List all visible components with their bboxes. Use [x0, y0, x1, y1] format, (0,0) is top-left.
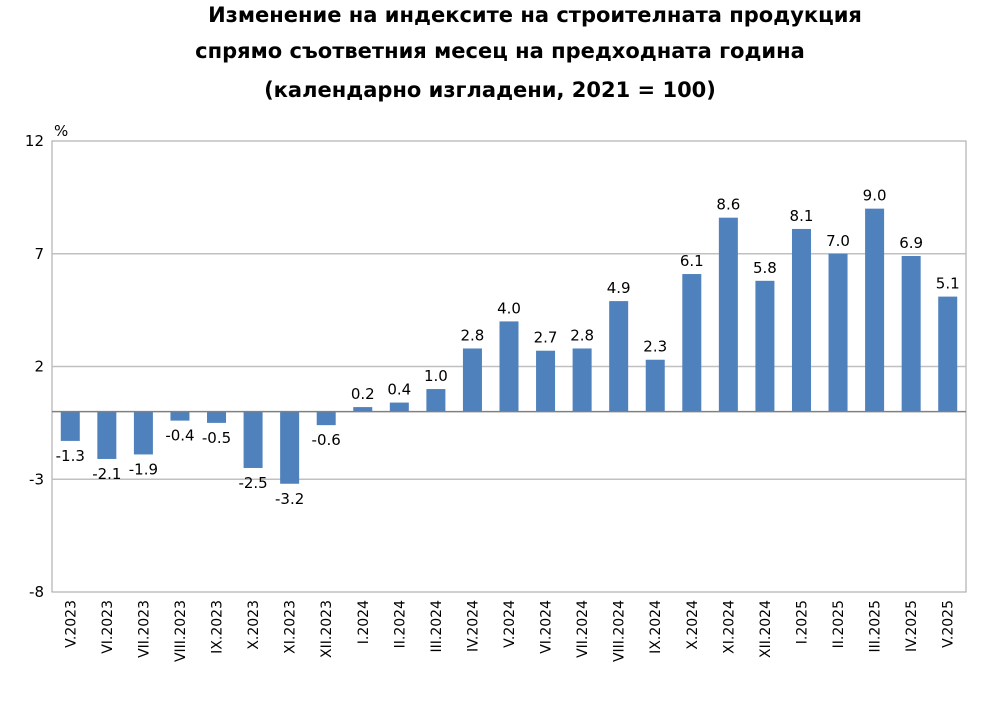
- data-label: 7.0: [826, 232, 850, 250]
- data-label: 5.1: [936, 275, 960, 293]
- category-label: IV.2024: [465, 600, 481, 652]
- data-label: -0.4: [165, 427, 194, 445]
- y-tick-label: 2: [34, 358, 44, 376]
- data-label: 4.0: [497, 299, 521, 317]
- category-label: VII.2023: [136, 600, 152, 658]
- data-label: 2.7: [534, 329, 558, 347]
- data-label: 9.0: [863, 187, 887, 205]
- data-label: 6.9: [899, 234, 923, 252]
- data-label: 4.9: [607, 279, 631, 297]
- bar: [718, 217, 738, 412]
- bar: [938, 296, 958, 412]
- y-axis-ticks: 12 7 2 -3 -8: [25, 132, 44, 601]
- bar: [536, 350, 556, 412]
- bar: [243, 411, 263, 468]
- data-label: 2.8: [570, 326, 594, 344]
- category-label: III.2024: [429, 600, 445, 653]
- category-label: VIII.2024: [612, 600, 628, 662]
- category-label: IX.2024: [648, 600, 664, 654]
- data-label: -1.9: [129, 460, 158, 478]
- bar: [60, 411, 80, 441]
- bar: [499, 321, 519, 412]
- data-label: 2.8: [461, 326, 485, 344]
- bar: [426, 389, 446, 412]
- data-label: -1.3: [56, 447, 85, 465]
- data-label: 8.6: [716, 196, 740, 214]
- bar: [645, 359, 665, 412]
- bar: [462, 348, 482, 412]
- bar: [133, 411, 153, 455]
- bar: [865, 208, 885, 412]
- category-label: III.2025: [868, 600, 884, 652]
- category-label: I.2025: [794, 600, 810, 644]
- bar: [389, 402, 409, 412]
- data-label: 5.8: [753, 259, 777, 277]
- chart-title-line-1: Изменение на индексите на строителната п…: [208, 3, 862, 27]
- bar: [755, 280, 775, 412]
- bar: [901, 256, 921, 412]
- bars: [60, 208, 958, 484]
- data-label: 2.3: [643, 338, 667, 356]
- category-label: II.2025: [831, 600, 847, 648]
- y-axis-unit-label: %: [54, 122, 68, 140]
- data-label: -3.2: [275, 490, 304, 508]
- data-label: -2.1: [92, 465, 121, 483]
- category-label: VIII.2023: [173, 600, 189, 662]
- data-labels: -1.3 -2.1 -1.9 -0.4 -0.5 -2.5 -3.2 -0.6 0.2 0.4 1.…: [56, 187, 960, 508]
- category-label: V.2023: [63, 600, 79, 648]
- data-label: 1.0: [424, 367, 448, 385]
- bar: [353, 407, 373, 412]
- category-label: X.2023: [246, 600, 262, 650]
- y-tick-label: -3: [29, 470, 44, 488]
- chart-title-line-3: (календарно изгладени, 2021 = 100): [264, 78, 716, 102]
- bar: [97, 411, 117, 459]
- bar: [572, 348, 592, 412]
- category-label: X.2024: [685, 600, 701, 650]
- bar: [280, 411, 300, 484]
- bar: [207, 411, 227, 423]
- category-label: XI.2023: [283, 600, 299, 654]
- data-label: 6.1: [680, 252, 704, 270]
- y-tick-label: 7: [34, 245, 44, 263]
- data-label: 8.1: [790, 207, 814, 225]
- data-label: -0.6: [312, 431, 341, 449]
- bar: [682, 274, 702, 412]
- chart-title-line-2: спрямо съответния месец на предходната г…: [195, 39, 805, 63]
- category-label: VI.2023: [100, 600, 116, 654]
- category-label: I.2024: [356, 600, 372, 644]
- bar: [170, 411, 190, 421]
- category-labels: V.2023 VI.2023 VII.2023 VIII.2023 IX.2023 X.2…: [63, 600, 956, 662]
- category-label: VII.2024: [575, 600, 591, 658]
- category-label: II.2024: [392, 600, 408, 648]
- bar: [609, 301, 629, 412]
- bar: [828, 253, 848, 412]
- category-label: V.2025: [941, 600, 957, 648]
- category-label: XII.2023: [319, 600, 335, 658]
- data-label: -2.5: [238, 474, 267, 492]
- y-tick-label: -8: [29, 583, 44, 601]
- data-label: 0.4: [387, 381, 411, 399]
- data-label: 0.2: [351, 385, 375, 403]
- bar: [316, 411, 336, 426]
- category-label: IX.2023: [210, 600, 226, 654]
- category-label: XI.2024: [721, 600, 737, 654]
- data-label: -0.5: [202, 429, 231, 447]
- category-label: V.2024: [502, 600, 518, 648]
- y-tick-label: 12: [25, 132, 44, 150]
- category-label: IV.2025: [904, 600, 920, 652]
- bar: [791, 228, 811, 412]
- category-label: XII.2024: [758, 600, 774, 658]
- category-label: VI.2024: [539, 600, 555, 654]
